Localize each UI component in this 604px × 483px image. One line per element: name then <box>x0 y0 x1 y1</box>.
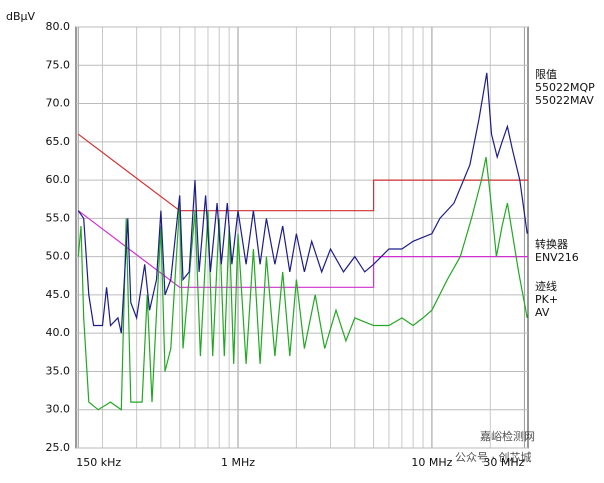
y-tick-label: 70.0 <box>46 97 71 110</box>
legend-text: 55022MAV <box>535 94 594 107</box>
y-tick-label: 80.0 <box>46 20 71 33</box>
y-tick-label: 40.0 <box>46 326 71 339</box>
y-axis-label: dBµV <box>6 10 36 23</box>
series-line <box>77 72 528 334</box>
legend-text: PK+ <box>535 293 558 306</box>
y-tick-label: 45.0 <box>46 288 71 301</box>
y-tick-label: 35.0 <box>46 364 71 377</box>
x-tick-label: 30 MHz <box>483 456 524 469</box>
watermark: 嘉峪检测网 <box>480 429 535 443</box>
series-line <box>77 156 528 411</box>
y-tick-label: 75.0 <box>46 58 71 71</box>
plot-frame <box>75 26 529 449</box>
legend-text: ENV216 <box>535 251 579 264</box>
watermark-sub: 公众号 · 创芯城 <box>455 450 532 464</box>
x-tick-label: 150 kHz <box>76 456 121 469</box>
y-tick-label: 60.0 <box>46 173 71 186</box>
legend-text: 转换器 <box>535 237 568 251</box>
legend-text: 55022MQP <box>535 81 595 94</box>
x-tick-label: 1 MHz <box>221 456 255 469</box>
y-tick-label: 55.0 <box>46 211 71 224</box>
y-tick-label: 30.0 <box>46 403 71 416</box>
series-line <box>77 133 528 212</box>
legend-text: 限值 <box>535 68 557 81</box>
series-line <box>77 210 528 288</box>
x-tick-label: 10 MHz <box>411 456 452 469</box>
legend-text: AV <box>535 306 550 319</box>
legend-text: 迹线 <box>535 279 557 293</box>
y-tick-label: 25.0 <box>46 441 71 454</box>
y-tick-label: 65.0 <box>46 135 71 148</box>
y-tick-label: 50.0 <box>46 250 71 263</box>
